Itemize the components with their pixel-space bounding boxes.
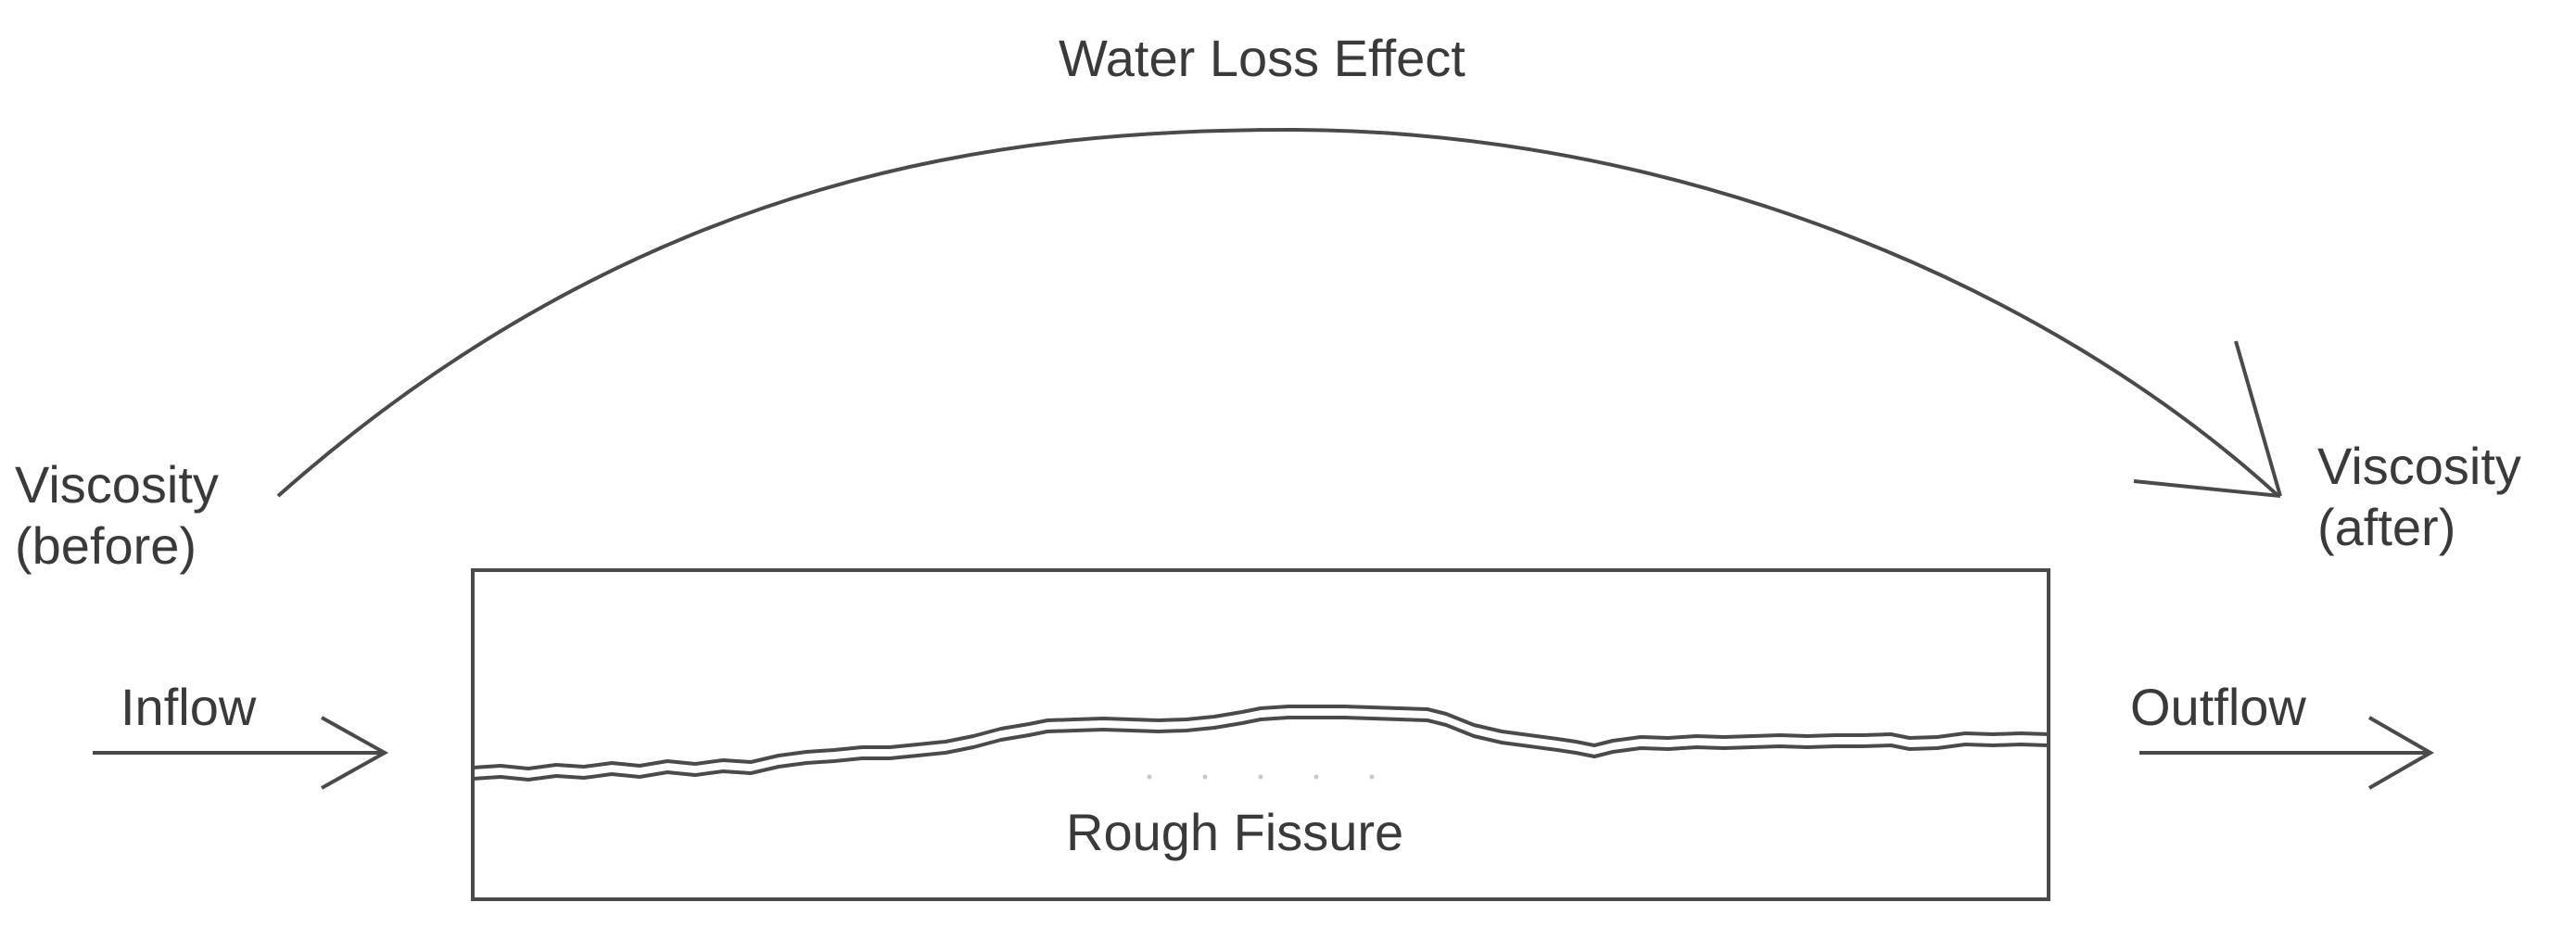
inflow-arrow <box>93 716 389 790</box>
outflow-label: Outflow <box>2130 678 2306 736</box>
inflow-label: Inflow <box>121 678 257 736</box>
faint-dots <box>1147 774 1375 780</box>
arc-arrowhead <box>2133 340 2282 498</box>
viscosity-after-line1: Viscosity <box>2317 437 2521 495</box>
viscosity-before-line2: (before) <box>15 516 197 575</box>
outflow-arrow <box>2139 716 2435 790</box>
viscosity-after-label: Viscosity (after) <box>2317 436 2521 558</box>
viscosity-before-label: Viscosity (before) <box>15 454 219 577</box>
rough-fissure-line <box>472 705 2049 782</box>
viscosity-after-line2: (after) <box>2317 498 2456 556</box>
fissure-label: Rough Fissure <box>1066 803 1404 861</box>
fissure-box <box>471 568 2050 901</box>
diagram-title: Water Loss Effect <box>1059 29 1466 87</box>
viscosity-before-line1: Viscosity <box>15 455 219 514</box>
water-loss-arc <box>276 127 2280 498</box>
